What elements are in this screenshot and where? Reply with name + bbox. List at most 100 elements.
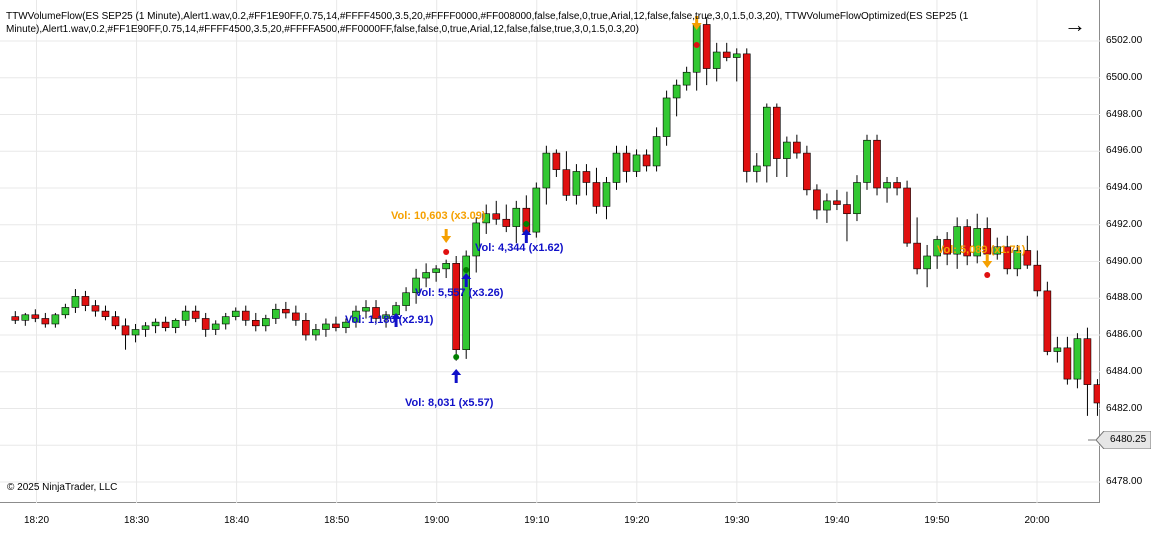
candle-body	[733, 54, 740, 58]
candle-body	[72, 296, 79, 307]
candle-body	[773, 107, 780, 158]
candle-body	[232, 311, 239, 317]
candle-body	[272, 309, 279, 318]
candle-body	[423, 273, 430, 279]
candle-body	[292, 313, 299, 320]
candle-body	[142, 326, 149, 330]
time-axis-label: 19:20	[624, 515, 649, 526]
blue-up-arrow-icon	[451, 369, 461, 383]
candle-body	[643, 155, 650, 166]
chart-panel[interactable]: Vol: 10,603 (x3.09) Vol: 4,344 (x1.62) Vol…	[0, 0, 1100, 503]
candle-body	[1064, 348, 1071, 379]
arrow-right-icon[interactable]: →	[1064, 14, 1086, 36]
time-axis-label: 19:00	[424, 515, 449, 526]
candle-body	[573, 171, 580, 195]
candle-body	[914, 243, 921, 269]
candle-body	[543, 153, 550, 188]
time-axis-label: 19:10	[524, 515, 549, 526]
price-axis-label: 6500.00	[1106, 72, 1142, 83]
candle-body	[1084, 339, 1091, 385]
candle-body	[904, 188, 911, 243]
candle-body	[92, 306, 99, 312]
candle-body	[793, 142, 800, 153]
candle-body	[1074, 339, 1081, 379]
volume-annotation: Vol: 4,344 (x1.62)	[475, 242, 564, 254]
time-axis[interactable]: 18:20 18:30 18:40 18:50 19:00 19:10 19:20 19:30…	[0, 503, 1100, 541]
time-axis-label: 19:50	[924, 515, 949, 526]
price-chart[interactable]: Vol: 10,603 (x3.09) Vol: 4,344 (x1.62) Vol…	[0, 0, 1100, 503]
candle-body	[32, 315, 39, 319]
candle-body	[222, 317, 229, 324]
price-axis-label: 6490.00	[1106, 256, 1142, 267]
last-price-marker: 6480.25	[1096, 431, 1151, 449]
candle-body	[252, 320, 259, 326]
volume-annotation: Vol: 5,089 (x1.71)	[937, 244, 1026, 256]
candle-body	[122, 326, 129, 335]
time-axis-label: 18:20	[24, 515, 49, 526]
candle-body	[653, 137, 660, 166]
candle-body	[433, 269, 440, 273]
candle-body	[132, 329, 139, 335]
time-axis-label: 20:00	[1024, 515, 1049, 526]
candle-body	[633, 155, 640, 172]
time-axis-label: 19:40	[824, 515, 849, 526]
candle-body	[673, 85, 680, 98]
candle-body	[813, 190, 820, 210]
candle-body	[823, 201, 830, 210]
signal-dot	[523, 221, 529, 227]
price-axis-label: 6496.00	[1106, 145, 1142, 156]
price-axis-label: 6478.00	[1106, 476, 1142, 487]
candle-body	[312, 329, 319, 335]
candle-body	[52, 315, 59, 324]
candle-body	[1044, 291, 1051, 352]
candle-body	[363, 307, 370, 311]
candle-body	[403, 293, 410, 306]
candle-body	[884, 182, 891, 188]
candle-body	[262, 318, 269, 325]
candle-body	[42, 318, 49, 324]
candle-body	[503, 219, 510, 226]
candle-body	[12, 317, 19, 321]
candle-body	[763, 107, 770, 166]
orange-down-arrow-icon	[441, 229, 451, 243]
indicator-title: TTWVolumeFlow(ES SEP25 (1 Minute),Alert1…	[6, 10, 1006, 36]
candle-body	[864, 140, 871, 182]
price-axis-label: 6482.00	[1106, 403, 1142, 414]
candle-body	[172, 320, 179, 327]
candle-body	[493, 214, 500, 220]
last-price-label: 6480.25	[1110, 434, 1146, 445]
candle-body	[1034, 265, 1041, 291]
price-axis-label: 6494.00	[1106, 182, 1142, 193]
candle-body	[713, 52, 720, 69]
candle-body	[623, 153, 630, 171]
candle-body	[533, 188, 540, 232]
price-axis[interactable]: 6502.00 6500.00 6498.00 6496.00 6494.00 6492.…	[1100, 0, 1151, 503]
candle-body	[553, 153, 560, 170]
candle-body	[112, 317, 119, 326]
candle-body	[332, 324, 339, 328]
candle-body	[833, 201, 840, 205]
time-axis-label: 18:50	[324, 515, 349, 526]
time-axis-label: 18:30	[124, 515, 149, 526]
candle-body	[152, 322, 159, 326]
price-axis-label: 6498.00	[1106, 109, 1142, 120]
candle-body	[302, 320, 309, 335]
signal-dot	[694, 42, 700, 48]
price-axis-label: 6484.00	[1106, 366, 1142, 377]
volume-annotation: Vol: 8,031 (x5.57)	[405, 397, 494, 409]
candle-body	[322, 324, 329, 330]
candle-body	[242, 311, 249, 320]
time-axis-label: 18:40	[224, 515, 249, 526]
signal-dot	[463, 267, 469, 273]
candle-body	[282, 309, 289, 313]
signal-dot	[984, 272, 990, 278]
candle-body	[453, 263, 460, 349]
candle-body	[1054, 348, 1061, 352]
candle-body	[723, 52, 730, 58]
candle-body	[593, 182, 600, 206]
candle-body	[162, 322, 169, 328]
price-axis-label: 6488.00	[1106, 292, 1142, 303]
price-axis-label: 6492.00	[1106, 219, 1142, 230]
candle-body	[803, 153, 810, 190]
candle-body	[603, 182, 610, 206]
